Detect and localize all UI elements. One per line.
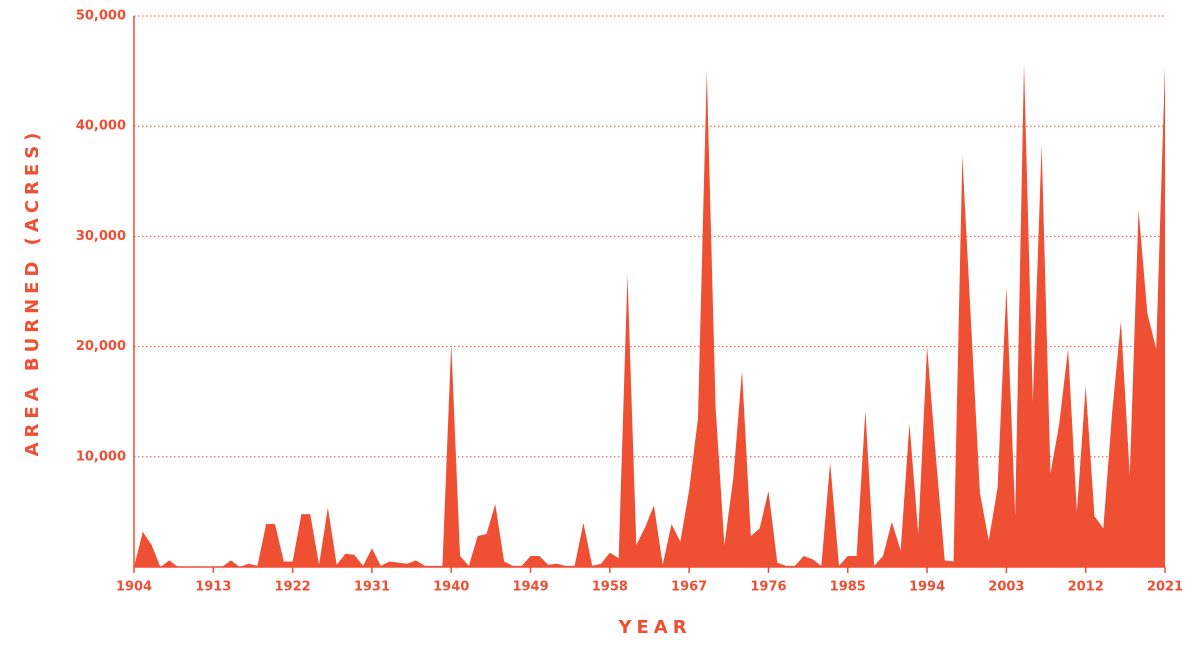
y-tick-label: 30,000 — [76, 229, 126, 244]
y-tick-label: 20,000 — [76, 339, 126, 354]
x-tick-label: 2021 — [1147, 580, 1183, 595]
x-tick-label: 1985 — [830, 580, 866, 595]
y-tick-label: 40,000 — [76, 119, 126, 134]
x-tick-label: 1940 — [433, 580, 469, 595]
x-tick-label: 1913 — [195, 580, 231, 595]
y-tick-label: 10,000 — [76, 449, 126, 464]
x-tick-label: 1958 — [592, 580, 628, 595]
x-tick-label: 1922 — [275, 580, 311, 595]
x-tick-label: 1967 — [671, 580, 707, 595]
x-tick-label: 1994 — [909, 580, 945, 595]
x-tick-label: 1949 — [512, 580, 548, 595]
area — [134, 63, 1165, 568]
y-tick-label: 50,000 — [76, 9, 126, 24]
x-axis-title: YEAR — [617, 617, 691, 638]
x-tick-label: 2012 — [1068, 580, 1104, 595]
x-tick-label: 1931 — [354, 580, 390, 595]
x-tick-label: 1976 — [750, 580, 786, 595]
x-tick-label: 2003 — [988, 580, 1024, 595]
y-axis-title: AREA BURNED (ACRES) — [22, 128, 43, 457]
x-tick-label: 1904 — [116, 580, 152, 595]
